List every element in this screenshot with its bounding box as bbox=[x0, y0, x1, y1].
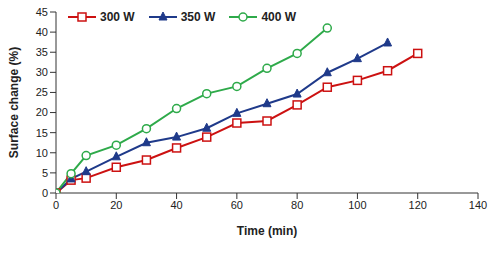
svg-text:0: 0 bbox=[53, 199, 59, 211]
html-text:300 W: 300 W bbox=[100, 10, 135, 24]
svg-text:5: 5 bbox=[42, 167, 48, 179]
svg-text:20: 20 bbox=[36, 106, 48, 118]
svg-text:20: 20 bbox=[110, 199, 122, 211]
svg-text:80: 80 bbox=[291, 199, 303, 211]
svg-text:15: 15 bbox=[36, 127, 48, 139]
svg-text:0: 0 bbox=[42, 187, 48, 199]
svg-text:Time (min): Time (min) bbox=[237, 224, 297, 238]
svg-text:45: 45 bbox=[36, 8, 48, 18]
svg-text:120: 120 bbox=[409, 199, 427, 211]
svg-text:25: 25 bbox=[36, 86, 48, 98]
html-text:400 W: 400 W bbox=[261, 10, 297, 24]
html-text:350 W: 350 W bbox=[180, 10, 216, 24]
svg-text:Surface change (%): Surface change (%) bbox=[8, 47, 21, 158]
svg-text:40: 40 bbox=[170, 199, 182, 211]
svg-text:30: 30 bbox=[36, 66, 48, 78]
svg-text:100: 100 bbox=[348, 199, 366, 211]
svg-text:60: 60 bbox=[231, 199, 243, 211]
svg-text:140: 140 bbox=[469, 199, 487, 211]
svg-text:40: 40 bbox=[36, 26, 48, 38]
svg-text:10: 10 bbox=[36, 147, 48, 159]
svg-text:35: 35 bbox=[36, 46, 48, 58]
